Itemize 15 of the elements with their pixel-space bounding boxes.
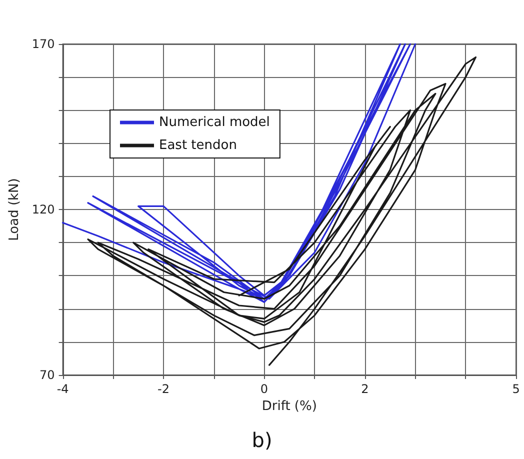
- x-axis-title: Drift (%): [262, 398, 317, 414]
- y-tick-label: 70: [40, 368, 55, 382]
- line-series: [62, 43, 416, 303]
- x-tick-label: 5: [512, 382, 520, 396]
- line-series: [87, 56, 477, 366]
- legend-label: East tendon: [159, 138, 237, 153]
- x-tick-label: -4: [56, 382, 69, 396]
- text: b): [252, 428, 272, 452]
- y-tick-label: 170: [32, 37, 55, 51]
- y-tick-label: 120: [32, 202, 55, 216]
- legend-label: Numerical model: [159, 115, 270, 130]
- x-tick-label: 2: [361, 382, 369, 396]
- x-tick-label: 0: [260, 382, 268, 396]
- y-axis-title: Load (kN): [7, 178, 22, 241]
- x-tick-label: -2: [158, 382, 170, 396]
